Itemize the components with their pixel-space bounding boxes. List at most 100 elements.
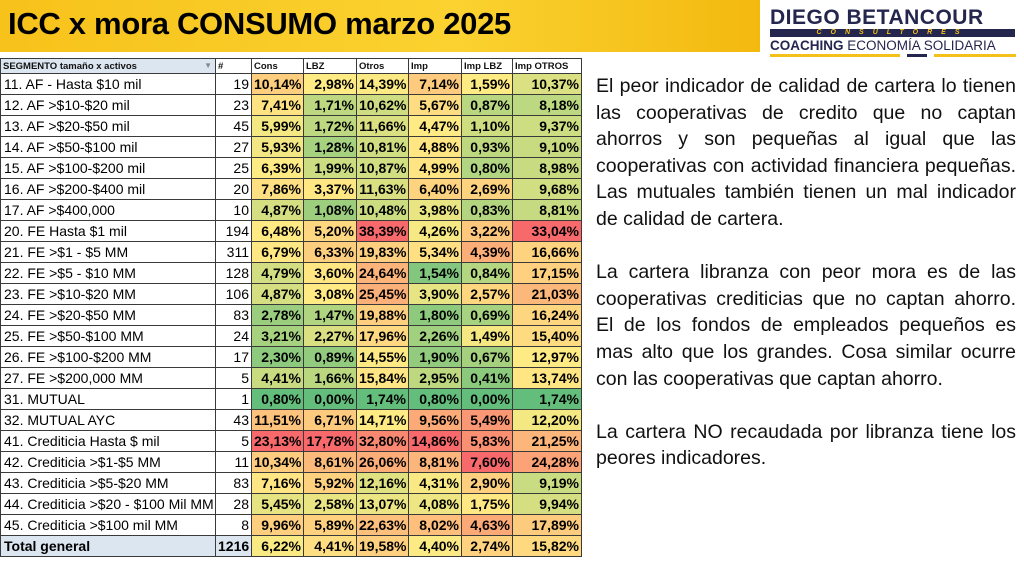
value-cell: 23,13% bbox=[251, 430, 304, 452]
value-cell: 1,74% bbox=[356, 388, 409, 410]
value-cell: 5,93% bbox=[251, 136, 304, 158]
value-cell: 9,94% bbox=[512, 493, 582, 515]
value-cell: 5,20% bbox=[303, 220, 357, 242]
column-header: Cons bbox=[251, 58, 304, 74]
segment-cell: 32. MUTUAL AYC bbox=[0, 409, 216, 431]
value-cell: 2,26% bbox=[408, 325, 462, 347]
value-cell: 6,22% bbox=[251, 535, 304, 557]
value-cell: 5,89% bbox=[303, 514, 357, 536]
table-row: 14. AF >$50-$100 mil 27 5,93% 1,28% 10,81% 4,… bbox=[0, 136, 582, 158]
logo-tagline: COACHING ECONOMÍA SOLIDARIA bbox=[770, 38, 996, 53]
value-cell: 0,87% bbox=[461, 94, 513, 116]
column-header[interactable]: SEGMENTO tamaño x activos ▼ bbox=[0, 58, 216, 74]
segment-cell: 26. FE >$100-$200 MM bbox=[0, 346, 216, 368]
value-cell: 17,89% bbox=[512, 514, 582, 536]
value-cell: 16,66% bbox=[512, 241, 582, 263]
value-cell: 1,72% bbox=[303, 115, 357, 137]
segment-cell: 25. FE >$50-$100 MM bbox=[0, 325, 216, 347]
count-cell: 1216 bbox=[215, 535, 252, 557]
value-cell: 19,58% bbox=[356, 535, 409, 557]
column-header-label: Imp OTROS bbox=[515, 60, 569, 72]
value-cell: 21,25% bbox=[512, 430, 582, 452]
segment-cell: 14. AF >$50-$100 mil bbox=[0, 136, 216, 158]
value-cell: 6,71% bbox=[303, 409, 357, 431]
value-cell: 14,55% bbox=[356, 346, 409, 368]
value-cell: 8,61% bbox=[303, 451, 357, 473]
count-cell: 1 bbox=[215, 388, 252, 410]
table-row: 21. FE >$1 - $5 MM 311 6,79% 6,33% 19,83% 5,3… bbox=[0, 241, 582, 263]
segment-cell: 22. FE >$5 - $10 MM bbox=[0, 262, 216, 284]
value-cell: 4,99% bbox=[408, 157, 462, 179]
value-cell: 19,88% bbox=[356, 304, 409, 326]
value-cell: 8,18% bbox=[512, 94, 582, 116]
count-cell: 45 bbox=[215, 115, 252, 137]
value-cell: 5,92% bbox=[303, 472, 357, 494]
count-cell: 8 bbox=[215, 514, 252, 536]
value-cell: 8,02% bbox=[408, 514, 462, 536]
value-cell: 2,95% bbox=[408, 367, 462, 389]
value-cell: 24,64% bbox=[356, 262, 409, 284]
value-cell: 10,48% bbox=[356, 199, 409, 221]
segment-cell: 41. Crediticia Hasta $ mil bbox=[0, 430, 216, 452]
value-cell: 6,40% bbox=[408, 178, 462, 200]
value-cell: 3,90% bbox=[408, 283, 462, 305]
segment-cell: 31. MUTUAL bbox=[0, 388, 216, 410]
value-cell: 1,90% bbox=[408, 346, 462, 368]
value-cell: 11,63% bbox=[356, 178, 409, 200]
value-cell: 0,89% bbox=[303, 346, 357, 368]
value-cell: 6,79% bbox=[251, 241, 304, 263]
filter-dropdown-icon[interactable]: ▼ bbox=[204, 60, 212, 70]
segment-cell: 21. FE >$1 - $5 MM bbox=[0, 241, 216, 263]
count-cell: 311 bbox=[215, 241, 252, 263]
value-cell: 1,99% bbox=[303, 157, 357, 179]
logo-name: DIEGO BETANCOUR bbox=[770, 6, 984, 29]
value-cell: 2,27% bbox=[303, 325, 357, 347]
value-cell: 15,84% bbox=[356, 367, 409, 389]
value-cell: 9,19% bbox=[512, 472, 582, 494]
value-cell: 12,16% bbox=[356, 472, 409, 494]
table-row: 23. FE >$10-$20 MM 106 4,87% 3,08% 25,45% 3,9… bbox=[0, 283, 582, 305]
value-cell: 2,30% bbox=[251, 346, 304, 368]
table-row: 24. FE >$20-$50 MM 83 2,78% 1,47% 19,88% 1,80… bbox=[0, 304, 582, 326]
table-row: 32. MUTUAL AYC 43 11,51% 6,71% 14,71% 9,56% 5,… bbox=[0, 409, 582, 431]
column-header: Imp bbox=[408, 58, 462, 74]
segment-cell: 12. AF >$10-$20 mil bbox=[0, 94, 216, 116]
value-cell: 24,28% bbox=[512, 451, 582, 473]
table-row: 26. FE >$100-$200 MM 17 2,30% 0,89% 14,55% 1,… bbox=[0, 346, 582, 368]
value-cell: 11,66% bbox=[356, 115, 409, 137]
column-header: Imp OTROS bbox=[512, 58, 582, 74]
value-cell: 3,22% bbox=[461, 220, 513, 242]
value-cell: 9,37% bbox=[512, 115, 582, 137]
segment-cell: 20. FE Hasta $1 mil bbox=[0, 220, 216, 242]
table-row: 20. FE Hasta $1 mil 194 6,48% 5,20% 38,39% 4,… bbox=[0, 220, 582, 242]
count-cell: 10 bbox=[215, 199, 252, 221]
value-cell: 5,83% bbox=[461, 430, 513, 452]
logo-subtitle: CONSULTORES bbox=[770, 29, 1015, 37]
logo: DIEGO BETANCOUR CONSULTORES COACHING ECO… bbox=[762, 2, 1024, 58]
value-cell: 19,83% bbox=[356, 241, 409, 263]
value-cell: 14,39% bbox=[356, 73, 409, 95]
value-cell: 3,21% bbox=[251, 325, 304, 347]
logo-tagline-rest: ECONOMÍA SOLIDARIA bbox=[847, 38, 996, 53]
value-cell: 21,03% bbox=[512, 283, 582, 305]
value-cell: 10,62% bbox=[356, 94, 409, 116]
value-cell: 32,80% bbox=[356, 430, 409, 452]
value-cell: 8,81% bbox=[512, 199, 582, 221]
value-cell: 1,10% bbox=[461, 115, 513, 137]
logo-tagline-bold: COACHING bbox=[770, 38, 844, 53]
value-cell: 16,24% bbox=[512, 304, 582, 326]
value-cell: 17,78% bbox=[303, 430, 357, 452]
segment-cell: 27. FE >$200,000 MM bbox=[0, 367, 216, 389]
count-cell: 43 bbox=[215, 409, 252, 431]
value-cell: 2,58% bbox=[303, 493, 357, 515]
value-cell: 0,83% bbox=[461, 199, 513, 221]
count-cell: 17 bbox=[215, 346, 252, 368]
value-cell: 10,37% bbox=[512, 73, 582, 95]
value-cell: 3,98% bbox=[408, 199, 462, 221]
segment-cell: 24. FE >$20-$50 MM bbox=[0, 304, 216, 326]
value-cell: 22,63% bbox=[356, 514, 409, 536]
column-header-label: Imp LBZ bbox=[464, 60, 502, 72]
value-cell: 13,07% bbox=[356, 493, 409, 515]
column-header-label: SEGMENTO tamaño x activos bbox=[3, 60, 137, 72]
segment-cell: 44. Crediticia >$20 - $100 Mil MM bbox=[0, 493, 216, 515]
